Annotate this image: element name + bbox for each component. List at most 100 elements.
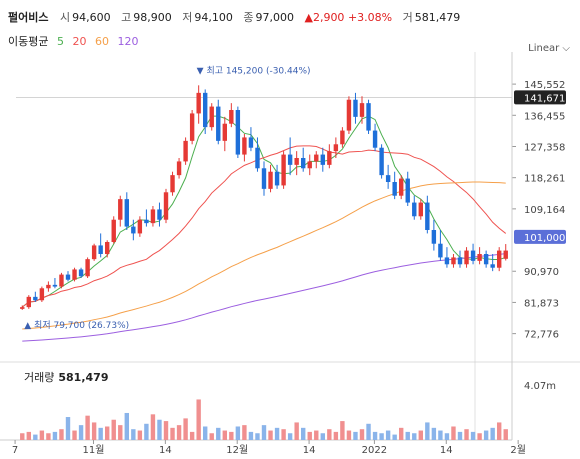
ma-5[interactable]: 5 [56,35,64,48]
ma-60-line [22,181,506,330]
last-price-badge [514,229,566,244]
volume-bar [124,412,129,440]
volume-bar [216,427,221,440]
volume-bar [111,419,116,440]
volume-bar [52,431,58,440]
volume-bar [425,422,430,440]
candle [203,92,208,128]
volume-bar [268,430,273,440]
candle [333,144,339,152]
candle [150,209,156,224]
candle [118,199,123,220]
candle [274,171,280,186]
candle [379,147,384,176]
moving-average-legend[interactable]: 이동평균 5 20 60 120 [8,33,143,49]
volume-bar [248,431,254,440]
volume-bar [98,427,103,440]
volume-bar [379,433,384,440]
candle [131,226,136,234]
volume-bar [287,433,293,440]
volume-bar [294,422,299,440]
y-tick-label: 118,261 [524,174,565,185]
volume-bar [131,429,136,440]
y-tick-label: 136,455 [524,111,565,122]
volume-panel-title: 거래량 [24,371,55,384]
volume-bar [189,431,195,440]
x-tick-label: 2월 [510,444,526,456]
volume-bar [412,433,417,440]
volume-bar [418,430,423,440]
x-tick-label: 2022 [362,445,387,456]
ma-5-line [21,115,506,308]
candle [359,103,365,117]
candle [268,171,273,189]
candle [52,284,58,287]
candle [464,250,469,265]
volume-bar [59,429,64,440]
volume-bar [301,427,306,440]
ma-120-line [22,253,506,342]
candle [320,154,325,165]
ma-120[interactable]: 120 [117,35,139,48]
candle [65,274,71,280]
ma-20[interactable]: 20 [72,35,87,48]
candle [327,151,332,165]
volume-bar [118,425,123,440]
y-tick-label: 90,970 [524,267,559,278]
volume-bar [26,431,31,440]
volume-bar [20,433,25,440]
candle [405,178,410,203]
candle [366,103,371,131]
volume-bar [314,430,319,440]
low-value: 94,100 [194,11,233,24]
candle [248,137,254,148]
scale-dropdown[interactable]: Linear ⌵ [528,43,570,54]
moving-average-label: 이동평균 [8,35,49,48]
candle [209,106,214,128]
y-tick-label: 145,552 [524,80,565,91]
candle [314,154,319,162]
candle [46,284,51,289]
volume-bar [346,430,352,440]
volume-bar [281,429,286,440]
y-tick-label: 81,873 [524,298,559,309]
volume-bar [438,430,443,440]
volume-bar [385,430,391,440]
candle [111,219,116,242]
volume-bar [183,418,188,440]
volume-bar [91,422,97,440]
candle [124,199,129,227]
candle [346,99,352,131]
volume-bar [307,431,312,440]
volume-bar [170,427,175,440]
volume-bar [242,425,247,440]
close-label: 종 [243,11,254,24]
volume-bar [372,431,378,440]
candle [33,296,38,301]
candle [287,154,293,165]
candle [444,257,450,265]
volume-bar [464,429,469,440]
candle [490,264,495,268]
volume-bar [274,427,280,440]
volume-bar [399,427,404,440]
candle [385,175,391,182]
candle [72,269,77,280]
candle [477,254,482,261]
candle [222,123,227,141]
candle [91,245,97,260]
candle [457,257,463,265]
candle [353,99,358,117]
candle [39,288,45,301]
candle [144,219,149,224]
ma-60[interactable]: 60 [94,35,109,48]
candle [392,182,397,196]
volume-bar [255,433,260,440]
x-tick-label: 12월 [226,444,248,456]
current-price-badge [514,90,566,105]
candle [196,92,201,114]
candle [451,257,456,265]
candle [425,202,430,230]
candle [235,110,241,155]
